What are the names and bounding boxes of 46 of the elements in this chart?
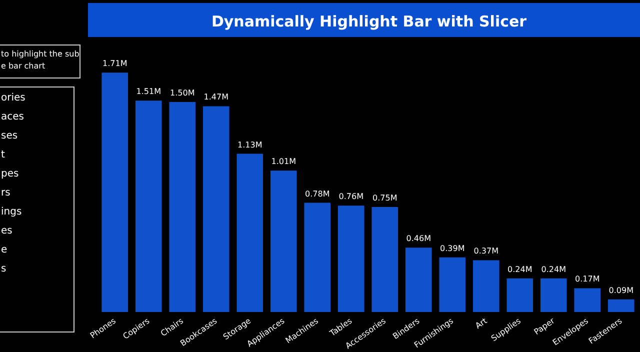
text: e bbox=[1, 244, 8, 256]
data-label: 0.75M bbox=[372, 194, 398, 202]
data-label: 1.50M bbox=[170, 88, 195, 98]
bar bbox=[202, 106, 230, 312]
data-label: 1.13M bbox=[238, 140, 262, 150]
data-label: 0.39M bbox=[440, 244, 465, 253]
bar bbox=[608, 299, 634, 312]
bar bbox=[102, 72, 128, 312]
text: rs bbox=[1, 188, 10, 198]
text: s bbox=[1, 264, 6, 274]
data-label: 1.01M bbox=[271, 157, 296, 166]
bar bbox=[372, 207, 398, 312]
text: aces bbox=[1, 112, 24, 122]
text: ings bbox=[1, 206, 22, 218]
bar bbox=[506, 278, 534, 312]
text: ses bbox=[1, 130, 18, 142]
bar bbox=[405, 248, 432, 312]
text: ories bbox=[1, 92, 26, 104]
data-label: 0.78M bbox=[305, 189, 330, 198]
data-label: 1.51M bbox=[136, 87, 162, 96]
text: t bbox=[1, 150, 5, 160]
bar bbox=[574, 288, 601, 312]
data-label: 0.37M bbox=[474, 246, 499, 256]
bar bbox=[169, 102, 196, 312]
text: pes bbox=[1, 168, 19, 180]
bar bbox=[540, 278, 567, 312]
bar bbox=[236, 154, 264, 312]
bar bbox=[472, 260, 500, 312]
data-label: 1.47M bbox=[204, 92, 229, 102]
bar bbox=[338, 206, 364, 312]
data-label: 1.71M bbox=[102, 59, 128, 68]
data-label: 0.76M bbox=[338, 192, 364, 202]
data-label: 0.24M bbox=[508, 264, 532, 274]
bar bbox=[439, 257, 466, 312]
chart-title: Dynamically Highlight Bar with Slicer bbox=[211, 12, 528, 30]
data-label: 0.24M bbox=[541, 264, 566, 274]
data-label: 0.09M bbox=[608, 286, 634, 295]
data-label: 0.17M bbox=[575, 274, 600, 284]
bar bbox=[304, 202, 331, 312]
bar bbox=[135, 100, 162, 312]
text: es bbox=[1, 226, 12, 236]
bar bbox=[270, 170, 297, 312]
text: to highlight the sub bbox=[1, 50, 80, 58]
data-label: 0.46M bbox=[406, 234, 432, 244]
text: e bar chart bbox=[1, 62, 46, 70]
x-tick-label: Art bbox=[474, 316, 489, 331]
